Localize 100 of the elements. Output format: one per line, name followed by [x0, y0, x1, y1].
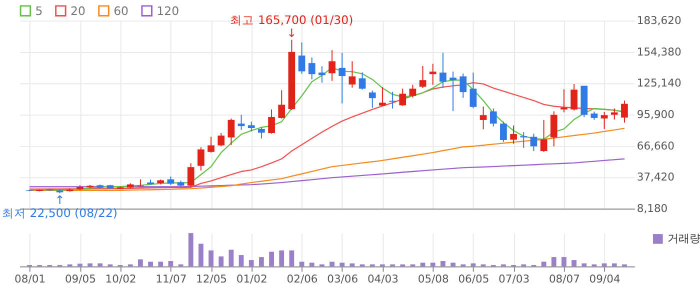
bar: [188, 233, 194, 266]
y-tick-label: 183,620: [636, 14, 682, 28]
bar: [259, 257, 264, 266]
bar: [562, 257, 566, 266]
bar: [77, 264, 82, 266]
candlestick: [187, 162, 194, 188]
candlestick: [218, 132, 225, 147]
candlestick: [550, 110, 558, 147]
legend-label: 5: [35, 4, 43, 18]
candlestick: [470, 72, 477, 109]
candlestick: [440, 52, 446, 89]
bar: [158, 262, 164, 266]
x-tick-label: 09/04: [589, 272, 620, 286]
candlestick: [480, 106, 487, 130]
candlestick: [298, 42, 306, 74]
bar: [450, 262, 456, 266]
bar: [248, 260, 254, 266]
bar: [218, 256, 224, 266]
x-tick-label: 08/07: [548, 272, 580, 286]
line-series: [28, 158, 626, 188]
candlestick: [621, 100, 628, 124]
bar: [168, 261, 174, 266]
candlestick: [510, 125, 517, 144]
candlestick: [419, 65, 426, 89]
bar: [269, 252, 274, 266]
candlestick: [258, 126, 265, 139]
bar: [228, 250, 234, 266]
annotation: ↓: [286, 26, 297, 40]
y-tick-label: 8,180: [636, 202, 668, 216]
legend-label: 20: [70, 4, 86, 18]
bar: [330, 262, 334, 266]
candlestick: [530, 133, 538, 152]
x-tick-label: 07/03: [498, 272, 530, 286]
candlestick: [228, 118, 235, 146]
bar: [420, 262, 426, 266]
candlestick: [208, 136, 214, 154]
bar: [541, 262, 546, 266]
bar: [470, 263, 476, 266]
candlestick: [570, 83, 578, 112]
candlestick: [560, 88, 568, 113]
candlestick: [500, 121, 507, 142]
bar: [238, 255, 244, 266]
bar: [148, 262, 153, 266]
bar: [98, 263, 103, 266]
candlestick: [450, 71, 456, 112]
x-tick-label: 02/06: [286, 272, 318, 286]
candlestick: [308, 57, 316, 80]
candlestick: [278, 90, 286, 120]
x-tick-label: 05/08: [418, 272, 450, 286]
x-tick-label: 09/05: [64, 272, 96, 286]
y-tick-label: 95,900: [636, 108, 675, 122]
x-tick-label: 11/07: [156, 272, 187, 286]
bar: [88, 263, 92, 266]
annotation: 최고 165,700 (01/30): [230, 13, 354, 28]
bar: [299, 262, 304, 266]
candlestick: [358, 72, 366, 90]
candlestick: [600, 111, 608, 130]
bar: [582, 263, 587, 266]
y-tick-label: 37,420: [636, 170, 675, 184]
candlestick: [409, 84, 416, 98]
bar: [612, 263, 617, 266]
candlestick: [429, 63, 436, 86]
x-tick-label: 10/02: [105, 272, 136, 286]
y-tick-label: 125,140: [636, 76, 682, 90]
legend-label: 120: [156, 4, 180, 18]
bar: [138, 259, 143, 266]
bar: [198, 244, 204, 266]
candlestick: [338, 52, 346, 104]
annotation: 최저 22,500 (08/22): [2, 206, 118, 220]
y-tick-label: 154,380: [636, 45, 682, 58]
annotation: ↑: [54, 193, 65, 208]
candlestick: [490, 108, 497, 127]
bar: [602, 263, 607, 266]
bar: [440, 261, 446, 266]
candlestick: [238, 114, 245, 130]
candlestick: [460, 73, 467, 98]
candlestick: [399, 88, 406, 106]
bar: [572, 260, 576, 266]
candlestick: [368, 90, 376, 108]
bar: [340, 262, 345, 266]
candlestick: [268, 108, 275, 134]
x-tick-label: 12/05: [196, 272, 228, 286]
x-tick-label: 03/06: [327, 272, 358, 286]
bar: [551, 257, 556, 266]
candlestick: [389, 91, 396, 109]
candlestick: [198, 146, 204, 172]
bar: [309, 262, 314, 266]
bar: [289, 250, 294, 266]
bar: [350, 263, 355, 266]
candlestick: [328, 50, 336, 82]
candlestick: [248, 121, 255, 132]
candlestick: [318, 66, 326, 84]
bar: [430, 262, 436, 266]
candlestick: [348, 60, 356, 88]
x-tick-label: 01/02: [236, 272, 268, 286]
candlestick: [520, 132, 528, 148]
bar: [279, 250, 284, 266]
legend-label: 거래량: [668, 232, 700, 245]
legend-label: 60: [114, 4, 129, 18]
x-tick-label: 08/01: [14, 272, 46, 286]
